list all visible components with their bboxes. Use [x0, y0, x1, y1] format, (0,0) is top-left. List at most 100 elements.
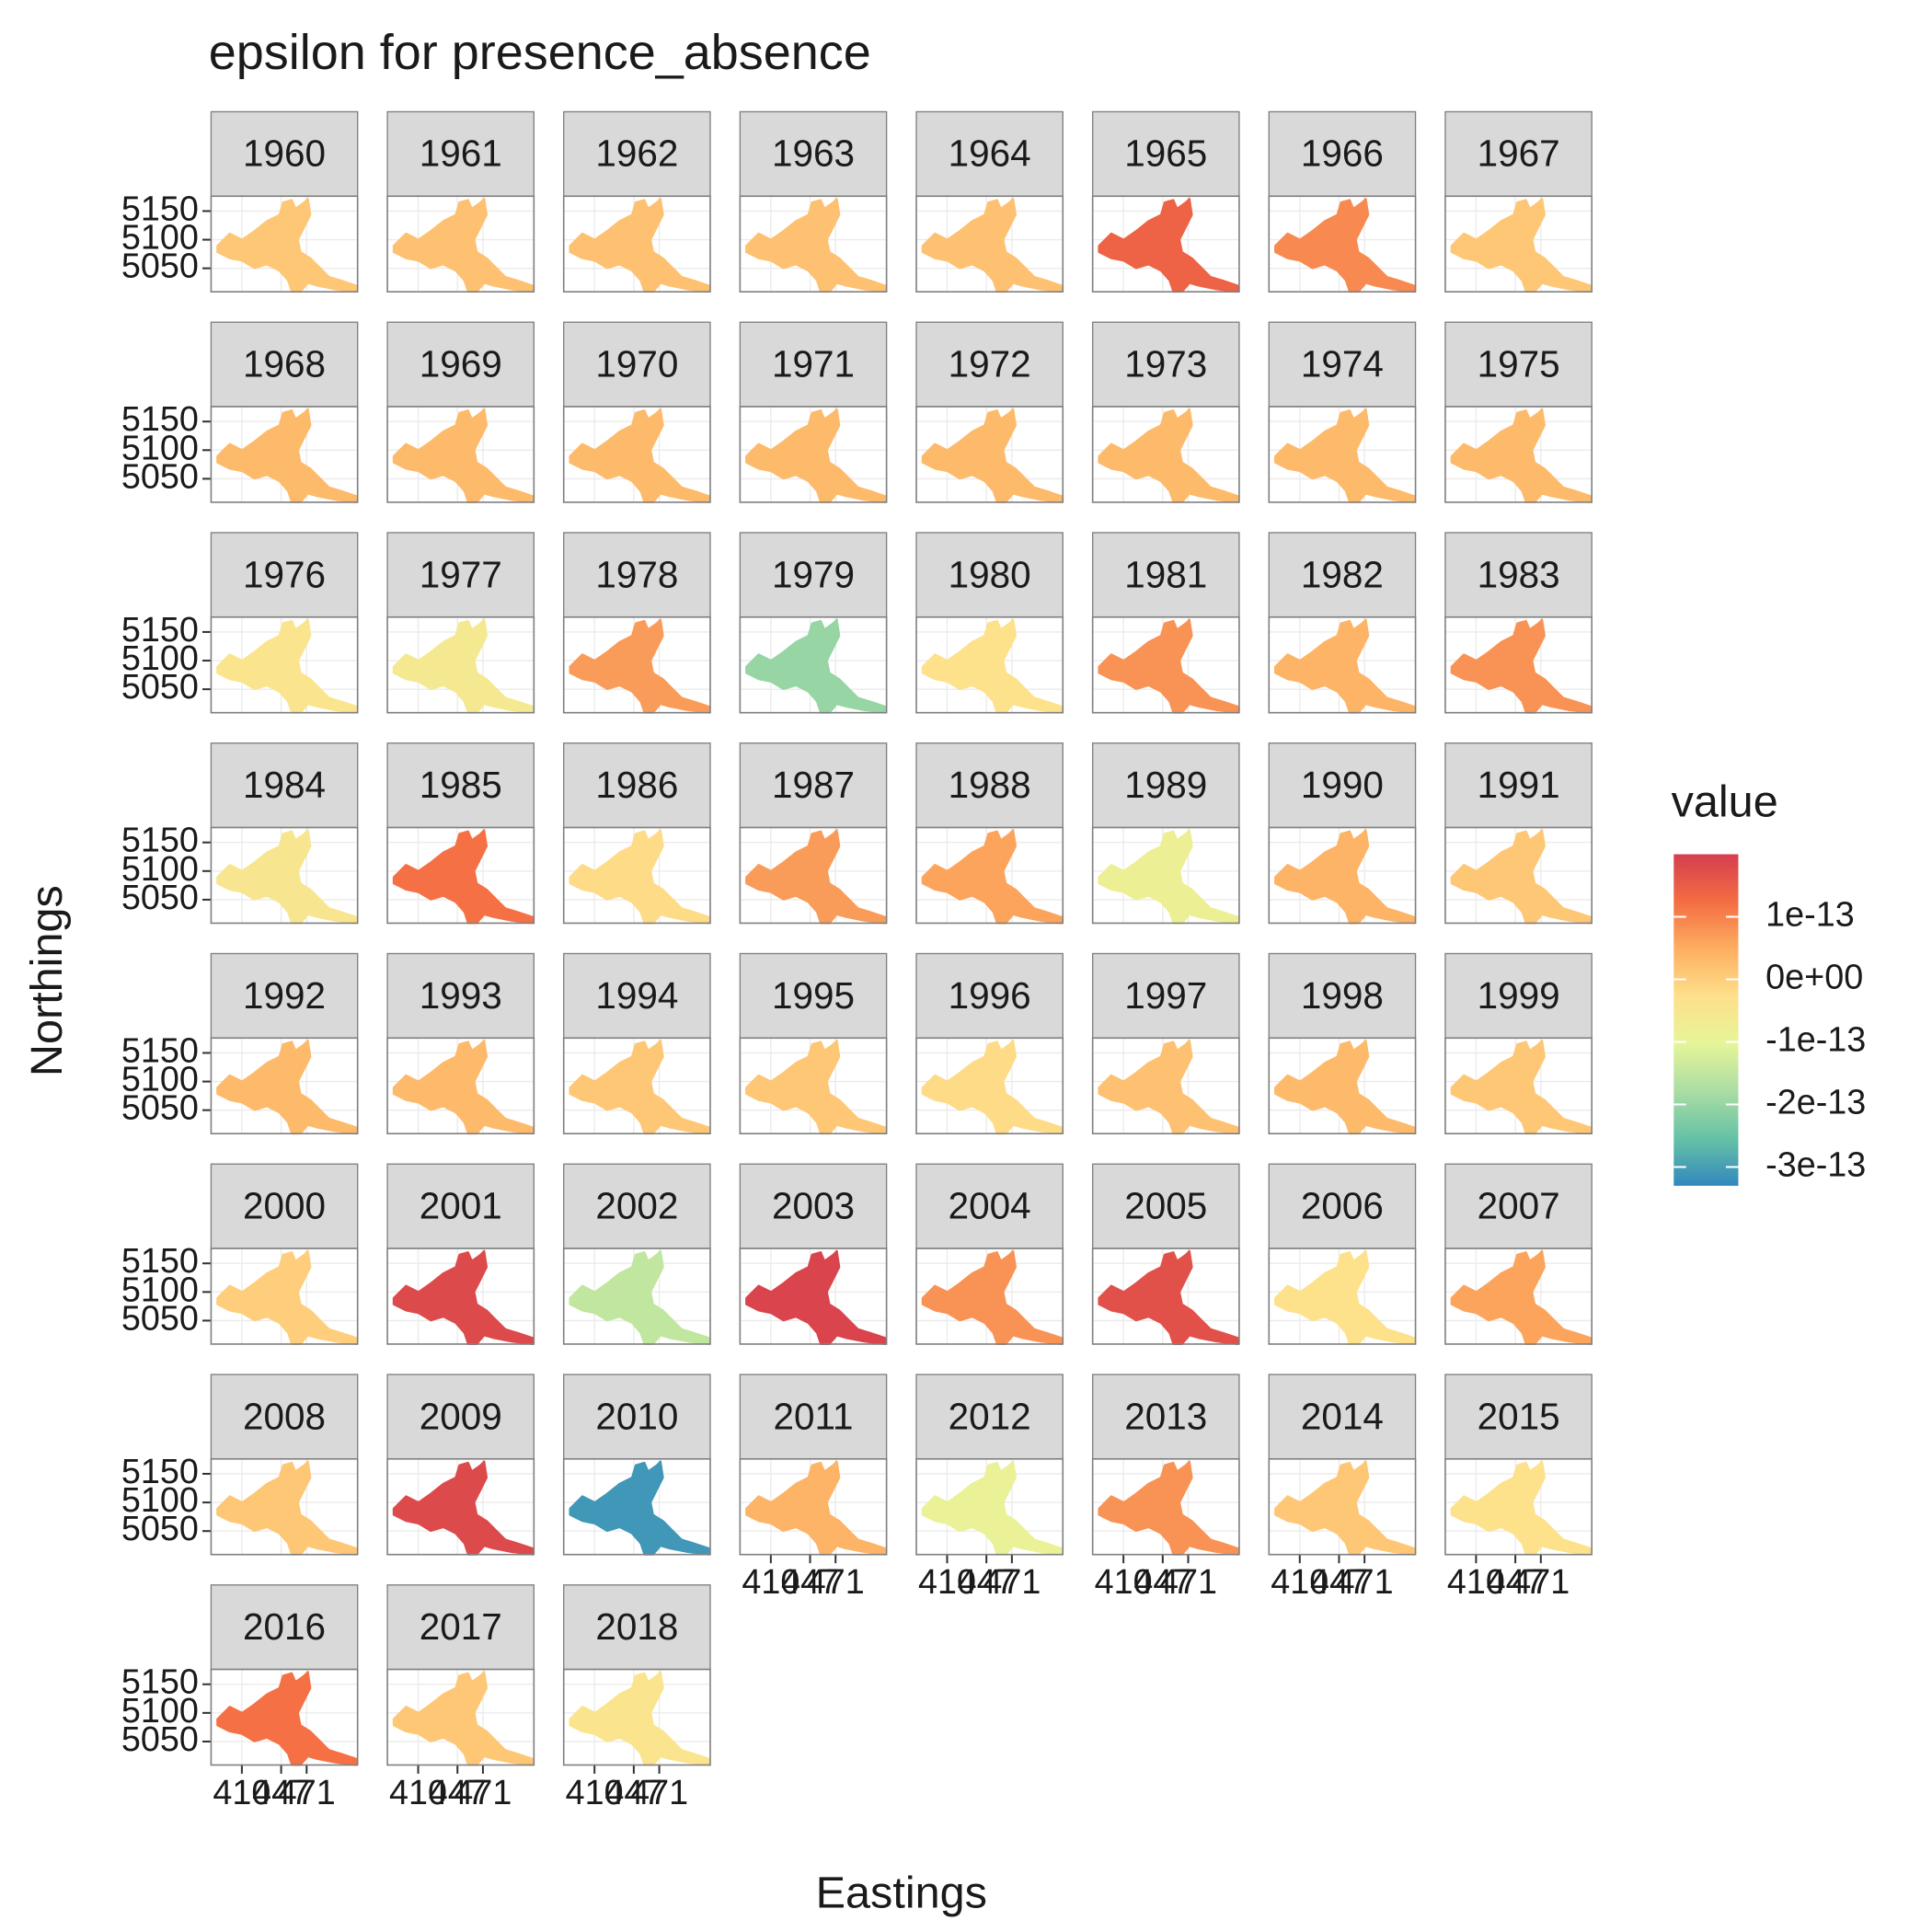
- facet-strip: [386, 1584, 535, 1671]
- y-tick-label: 5150: [121, 400, 199, 439]
- map-region: [1098, 1460, 1239, 1556]
- facet-label: 2004: [949, 1185, 1031, 1227]
- facet-strip: [1091, 742, 1240, 829]
- x-tick-label: 447: [1487, 1563, 1545, 1602]
- y-tick-label: 5100: [121, 639, 199, 678]
- panel-border: [739, 826, 888, 925]
- panel-border: [386, 1457, 535, 1556]
- facet-strip: [210, 110, 359, 197]
- facet-label: 1972: [949, 342, 1031, 385]
- map-region: [1274, 1039, 1416, 1135]
- panel-border: [739, 1457, 888, 1556]
- map-region: [745, 1249, 887, 1345]
- facet-strip: [1268, 321, 1417, 408]
- panel-border: [739, 406, 888, 503]
- y-tick-label: 5100: [121, 1481, 199, 1520]
- facet-strip: [1444, 532, 1593, 618]
- x-tick-label: 471: [983, 1563, 1041, 1602]
- facet-strip: [1444, 742, 1593, 829]
- x-tick-label: 410: [742, 1563, 799, 1602]
- facet-label: 1993: [420, 974, 502, 1017]
- x-tick-label: 410: [1271, 1563, 1328, 1602]
- map-region: [569, 618, 710, 714]
- facet-strip: [386, 110, 535, 197]
- map-region: [745, 1039, 887, 1135]
- x-tick-label: 471: [1159, 1563, 1217, 1602]
- facet-label: 1989: [1124, 764, 1207, 806]
- map-region: [1098, 1249, 1239, 1345]
- panel-border: [739, 1248, 888, 1345]
- map-region: [921, 618, 1063, 714]
- map-region: [1450, 1039, 1592, 1135]
- x-tick-label: 471: [630, 1774, 688, 1812]
- facet-label: 2009: [420, 1395, 502, 1437]
- map-region: [745, 829, 887, 925]
- facet-strip: [1091, 952, 1240, 1039]
- panel-border: [1091, 1037, 1240, 1135]
- x-tick-label: 471: [454, 1774, 512, 1812]
- facet-strip: [739, 110, 888, 197]
- facet-strip: [915, 1163, 1064, 1249]
- x-tick-label: 447: [252, 1774, 310, 1812]
- panel-border: [1444, 195, 1593, 293]
- panel-border: [1268, 826, 1417, 925]
- map-region: [569, 408, 710, 503]
- y-tick-label: 5100: [121, 1692, 199, 1731]
- panel-border: [562, 1248, 711, 1345]
- facet-label: 1963: [772, 132, 855, 175]
- legend-title: value: [1672, 776, 1778, 826]
- panel-border: [915, 826, 1064, 925]
- panel-border: [562, 1457, 711, 1556]
- x-tick-label: 471: [278, 1774, 336, 1812]
- panel-border: [210, 1248, 359, 1345]
- panel-border: [1091, 1248, 1240, 1345]
- facet-strip: [1444, 321, 1593, 408]
- facet-label: 2018: [595, 1605, 678, 1648]
- panel-border: [1268, 1457, 1417, 1556]
- panel-border: [562, 826, 711, 925]
- map-region: [745, 618, 887, 714]
- y-tick-label: 5150: [121, 822, 199, 860]
- map-region: [745, 197, 887, 293]
- facet-strip: [563, 1374, 711, 1460]
- y-tick-label: 5150: [121, 190, 199, 228]
- map-region: [1098, 618, 1239, 714]
- facet-label: 2015: [1478, 1395, 1560, 1437]
- panel-border: [915, 1457, 1064, 1556]
- y-tick-label: 5050: [121, 457, 199, 496]
- facet-strip: [915, 742, 1064, 829]
- colorbar-label: 0e+00: [1765, 958, 1863, 996]
- facet-label: 2001: [420, 1185, 502, 1227]
- facet-strip: [915, 532, 1064, 618]
- y-tick-label: 5100: [121, 850, 199, 889]
- y-tick-label: 5050: [121, 1089, 199, 1128]
- x-tick-label: 471: [1336, 1563, 1394, 1602]
- chart-title: epsilon for presence_absence: [209, 25, 871, 80]
- facet-label: 1985: [420, 764, 502, 806]
- facet-label: 1986: [595, 764, 678, 806]
- facet-strip: [739, 952, 888, 1039]
- map-region: [1098, 829, 1239, 925]
- map-region: [569, 1460, 710, 1556]
- facet-strip: [1444, 1374, 1593, 1460]
- facet-label: 1965: [1124, 132, 1207, 175]
- facet-label: 1961: [420, 132, 502, 175]
- facet-strip: [1268, 1163, 1417, 1249]
- panel-border: [1444, 406, 1593, 503]
- facet-strip: [915, 110, 1064, 197]
- facet-label: 2012: [949, 1395, 1031, 1437]
- map-region: [569, 197, 710, 293]
- facet-label: 2000: [243, 1185, 326, 1227]
- map-region: [216, 197, 358, 293]
- panel-border: [386, 1037, 535, 1135]
- y-tick-label: 5150: [121, 1663, 199, 1702]
- facet-strip: [739, 532, 888, 618]
- panel-border: [562, 195, 711, 293]
- panel-border: [210, 1037, 359, 1135]
- facet-label: 1990: [1301, 764, 1384, 806]
- map-region: [1450, 618, 1592, 714]
- facet-label: 1967: [1478, 132, 1560, 175]
- x-tick-label: 471: [1512, 1563, 1570, 1602]
